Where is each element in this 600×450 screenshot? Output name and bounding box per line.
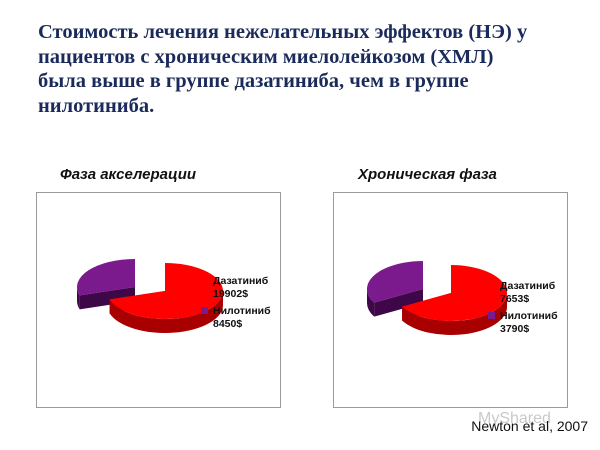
legend-label: Дазатиниб bbox=[500, 280, 556, 292]
legend-value: 7653$ bbox=[500, 293, 530, 305]
legend-label: Дазатиниб bbox=[213, 275, 269, 287]
pie-slice-edge bbox=[79, 287, 135, 310]
title-line: пациентов с хроническим миелолейкозом (Х… bbox=[38, 45, 494, 68]
pie-slice-side bbox=[77, 287, 80, 310]
pie-slice-edge bbox=[374, 289, 423, 317]
legend-acceleration: Дазатиниб 19902$ Нилотиниб 8450$ bbox=[201, 275, 271, 335]
pie-slice-chronic-nilotinib bbox=[367, 261, 423, 317]
pie-slice-side bbox=[402, 293, 507, 335]
watermark: MyShared bbox=[478, 410, 551, 427]
pie-slice-top bbox=[109, 263, 223, 319]
legend-swatch-nilotinib bbox=[488, 312, 495, 319]
pie-slice-chronic-dasatinib bbox=[402, 265, 507, 335]
pie-chart-acceleration bbox=[77, 259, 223, 333]
slide-title: Стоимость лечения нежелательных эффектов… bbox=[38, 20, 578, 118]
chart-panel-acceleration: Дазатиниб 19902$ Нилотиниб 8450$ bbox=[36, 192, 281, 408]
pie-slice-acceleration-dasatinib bbox=[109, 263, 223, 333]
pie-chart-chronic bbox=[367, 261, 507, 335]
legend-chronic: Дазатиниб 7653$ Нилотиниб 3790$ bbox=[488, 280, 558, 340]
legend-label: Нилотиниб bbox=[500, 310, 558, 322]
legend-value: 19902$ bbox=[213, 288, 249, 300]
title-line: нилотиниба. bbox=[38, 94, 155, 117]
legend-item-nilotinib: Нилотиниб 8450$ bbox=[201, 305, 271, 331]
title-line: Стоимость лечения нежелательных эффектов… bbox=[38, 21, 528, 43]
title-line: была выше в группе дазатиниба, чем в гру… bbox=[38, 70, 469, 92]
legend-value: 3790$ bbox=[500, 323, 530, 335]
pie-slice-top bbox=[77, 259, 135, 296]
legend-label: Нилотиниб bbox=[213, 305, 271, 317]
legend-value: 8450$ bbox=[213, 318, 243, 330]
pie-slice-top bbox=[402, 265, 507, 321]
legend-swatch-dasatinib bbox=[488, 282, 495, 289]
legend-item-dasatinib: Дазатиниб 19902$ bbox=[201, 275, 271, 301]
chart-title-chronic: Хроническая фаза bbox=[358, 166, 497, 183]
legend-swatch-nilotinib bbox=[201, 307, 208, 314]
citation: Newton et al, 2007 bbox=[471, 418, 588, 434]
pie-slice-side bbox=[109, 291, 223, 333]
pie-slice-acceleration-nilotinib bbox=[77, 259, 135, 310]
chart-title-acceleration: Фаза акселерации bbox=[60, 166, 197, 183]
pie-slice-top bbox=[367, 261, 423, 303]
chart-panel-chronic: Дазатиниб 7653$ Нилотиниб 3790$ bbox=[333, 192, 568, 408]
legend-swatch-dasatinib bbox=[201, 277, 208, 284]
legend-item-nilotinib: Нилотиниб 3790$ bbox=[488, 310, 558, 336]
legend-item-dasatinib: Дазатиниб 7653$ bbox=[488, 280, 558, 306]
pie-slice-side bbox=[367, 289, 375, 317]
